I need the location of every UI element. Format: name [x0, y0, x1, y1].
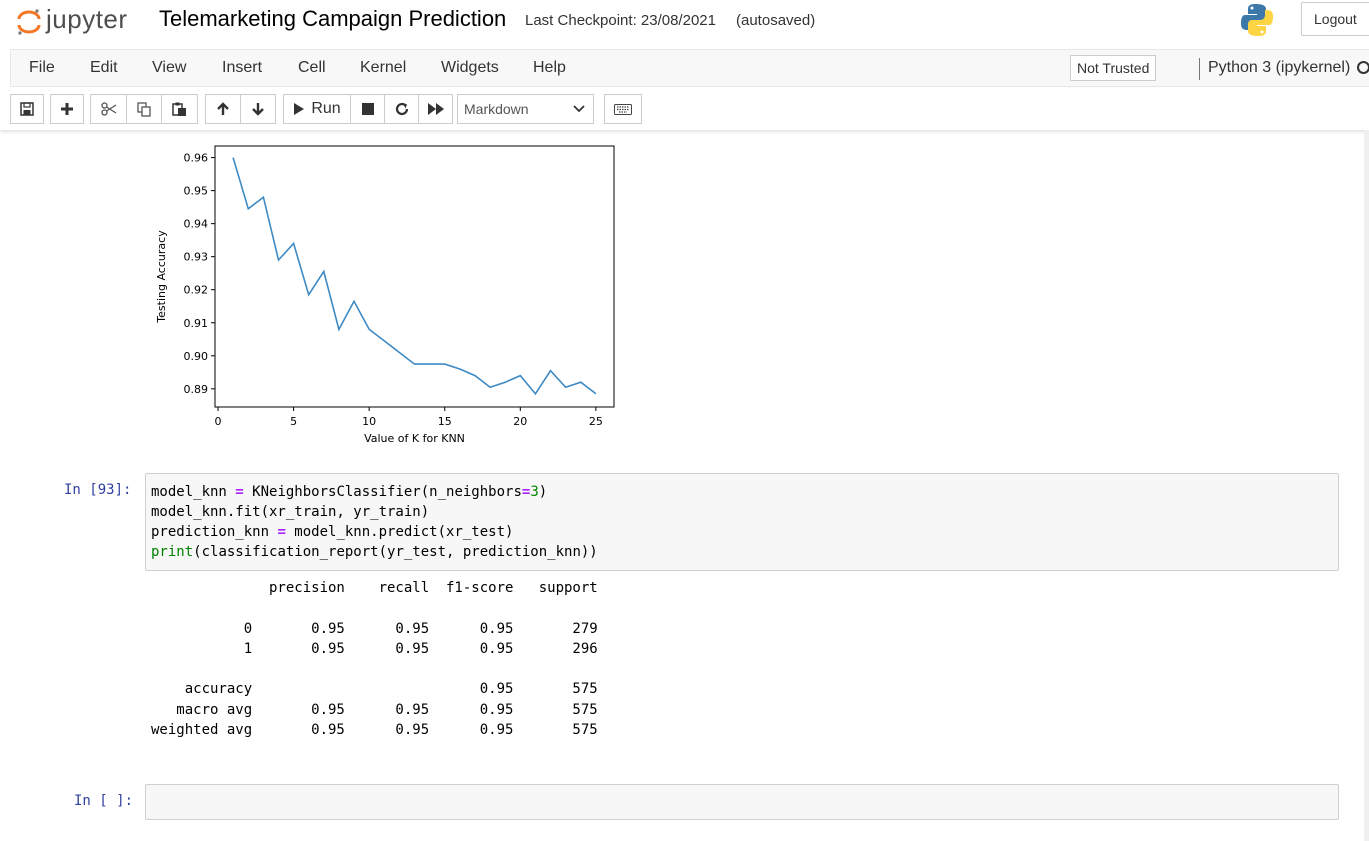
menu-insert[interactable]: Insert [222, 59, 263, 76]
move-down-button[interactable] [240, 94, 276, 124]
code-line: model_knn.fit(xr_train, yr_train) [151, 502, 1333, 522]
code-text: print(classification_report(yr_test, pre… [151, 544, 598, 560]
page-scrollbar[interactable] [1364, 130, 1369, 841]
x-tick-label: 25 [589, 415, 603, 428]
arrow-up-icon [217, 102, 229, 115]
x-tick-label: 10 [362, 415, 376, 428]
y-tick-label: 0.93 [184, 251, 209, 264]
code-text: model_knn = KNeighborsClassifier(n_neigh… [151, 484, 548, 500]
code-text: model_knn.fit(xr_train, yr_train) [151, 504, 430, 520]
run-button[interactable]: Run [283, 94, 351, 124]
x-tick-label: 20 [513, 415, 527, 428]
fast-forward-icon [427, 103, 444, 115]
x-tick-label: 15 [438, 415, 452, 428]
python-logo-icon [1239, 2, 1275, 43]
copy-button[interactable] [126, 94, 162, 124]
cell-type-value: Markdown [464, 101, 529, 117]
y-tick-label: 0.91 [184, 317, 209, 330]
menu-kernel[interactable]: Kernel [360, 59, 407, 76]
menu-help[interactable]: Help [533, 59, 566, 76]
plot-frame [214, 145, 615, 408]
insert-cell-button[interactable] [50, 94, 84, 124]
classification-report-output: precision recall f1-score support 0 0.95… [151, 580, 598, 739]
save-icon [20, 102, 34, 116]
restart-icon [395, 102, 408, 116]
menu-view[interactable]: View [152, 59, 187, 76]
kernel-separator [1199, 58, 1200, 80]
y-tick-label: 0.96 [184, 152, 209, 165]
code-line: print(classification_report(yr_test, pre… [151, 542, 1333, 562]
code-cell-input-empty[interactable] [145, 784, 1339, 820]
code-text: prediction_knn = model_knn.predict(xr_te… [151, 524, 514, 540]
knn-accuracy-chart: 0 5 10 15 20 25 0.89 0.90 0.91 0.92 0.93 0.94 0.95 0.… [153, 140, 623, 455]
menu-file[interactable]: File [29, 59, 55, 76]
chart-svg: 0 5 10 15 20 25 0.89 0.90 0.91 0.92 0.93 0.94 0.95 0.… [155, 145, 615, 445]
chevron-down-icon [573, 105, 585, 113]
y-axis-label: Testing Accuracy [155, 230, 168, 324]
menu-cell[interactable]: Cell [298, 59, 326, 76]
jupyter-logo-icon [16, 7, 42, 35]
run-icon [294, 103, 305, 115]
notebook-header: jupyter Telemarketing Campaign Predictio… [0, 0, 1369, 48]
cell-prompt: In [ ]: [74, 793, 134, 809]
scissors-icon [100, 102, 116, 116]
restart-button[interactable] [384, 94, 419, 124]
cell-type-select[interactable]: Markdown [457, 94, 594, 124]
command-palette-button[interactable] [604, 94, 642, 124]
code-cell-input[interactable]: model_knn = KNeighborsClassifier(n_neigh… [145, 473, 1339, 571]
kernel-idle-indicator-icon [1357, 61, 1369, 74]
keyboard-icon [614, 103, 632, 115]
menu-widgets[interactable]: Widgets [441, 59, 499, 76]
arrow-down-icon [252, 103, 264, 116]
logout-button[interactable]: Logout [1301, 2, 1369, 36]
stop-icon [361, 103, 374, 115]
menu-edit[interactable]: Edit [90, 59, 118, 76]
x-tick-label: 0 [215, 415, 222, 428]
copy-icon [136, 101, 151, 117]
logo-text: jupyter [46, 4, 128, 34]
save-button[interactable] [10, 94, 44, 124]
cell-prompt: In [93]: [64, 482, 132, 498]
code-line: model_knn = KNeighborsClassifier(n_neigh… [151, 482, 1333, 502]
y-tick-label: 0.92 [184, 284, 209, 297]
y-tick-label: 0.94 [184, 218, 209, 231]
plus-icon [61, 103, 73, 115]
restart-run-all-button[interactable] [418, 94, 453, 124]
toolbar: Run Markdown [0, 88, 1369, 130]
checkpoint-status: Last Checkpoint: 23/08/2021 [525, 12, 716, 29]
notebook-title[interactable]: Telemarketing Campaign Prediction [159, 6, 507, 31]
x-tick-label: 5 [290, 415, 297, 428]
y-tick-label: 0.90 [184, 350, 209, 363]
move-up-button[interactable] [205, 94, 241, 124]
paste-button[interactable] [161, 94, 198, 124]
y-tick-label: 0.95 [184, 185, 209, 198]
y-tick-label: 0.89 [184, 383, 209, 396]
run-label: Run [311, 100, 341, 117]
interrupt-button[interactable] [350, 94, 385, 124]
x-axis-label: Value of K for KNN [364, 432, 465, 445]
accuracy-line [232, 157, 597, 396]
paste-icon [172, 102, 186, 116]
code-line: prediction_knn = model_knn.predict(xr_te… [151, 522, 1333, 542]
jupyter-logo[interactable]: jupyter [16, 4, 128, 35]
cut-button[interactable] [90, 94, 127, 124]
autosave-status: (autosaved) [736, 12, 816, 29]
trust-indicator[interactable]: Not Trusted [1070, 55, 1157, 81]
kernel-name[interactable]: Python 3 (ipykernel) [1208, 59, 1351, 76]
menubar: File Edit View Insert Cell Kernel Widget… [10, 49, 1369, 87]
